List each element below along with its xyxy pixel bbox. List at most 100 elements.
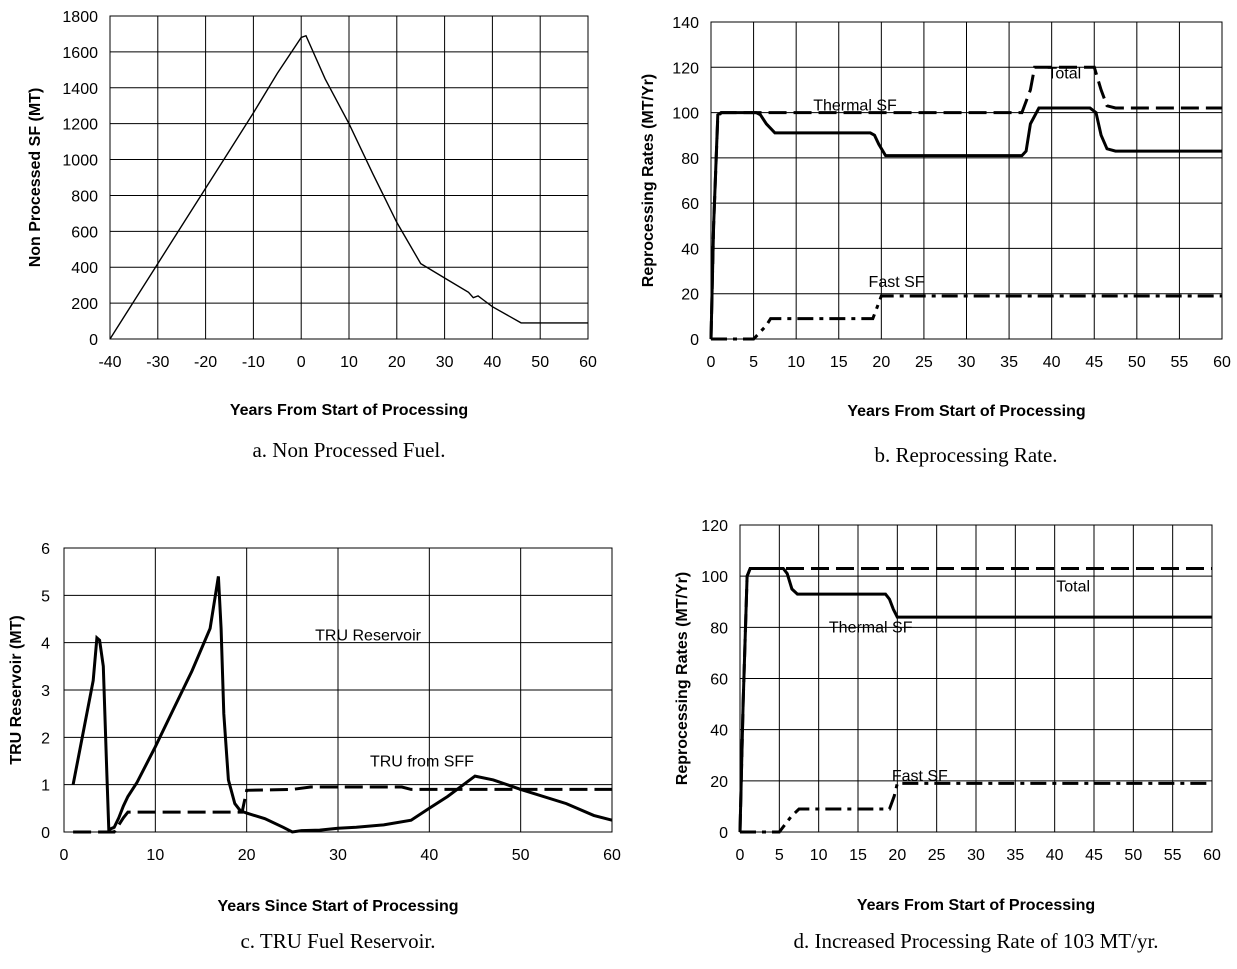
series-annotation: TRU from SFF (370, 754, 474, 771)
panel-caption: b. Reprocessing Rate. (874, 443, 1057, 467)
y-tick-label: 400 (71, 260, 98, 277)
x-tick-label: 30 (967, 847, 985, 864)
x-tick-label: 60 (603, 847, 621, 864)
series-annotation: Thermal SF (813, 97, 897, 114)
chart-panel-2: 0 5 10 15 20 25 30 35 40 45 50 55 600204060801001201… (640, 15, 1231, 467)
panel-caption: d. Increased Processing Rate of 103 MT/y… (793, 929, 1158, 953)
y-tick-label: 0 (41, 825, 50, 842)
x-tick-label: 30 (329, 847, 347, 864)
x-tick-label: 10 (340, 354, 358, 371)
x-tick-label: 10 (810, 847, 828, 864)
y-tick-label: 0 (719, 825, 728, 842)
y-tick-label: 1200 (62, 117, 98, 134)
y-tick-label: 2 (41, 730, 50, 747)
y-tick-label: 800 (71, 188, 98, 205)
x-axis-label: Years From Start of Processing (230, 402, 468, 419)
x-tick-label: -20 (194, 354, 217, 371)
x-tick-label: 60 (579, 354, 597, 371)
y-tick-label: 1400 (62, 81, 98, 98)
x-tick-label: 50 (1124, 847, 1142, 864)
series-annotation: Fast SF (869, 274, 925, 291)
x-tick-label: 10 (787, 354, 805, 371)
y-tick-label: 80 (710, 620, 728, 637)
y-tick-label: 0 (89, 332, 98, 349)
x-axis-label: Years From Start of Processing (847, 403, 1085, 420)
series-annotation: Thermal SF (829, 619, 913, 636)
x-tick-label: 0 (707, 354, 716, 371)
x-axis-label: Years Since Start of Processing (218, 898, 459, 915)
y-tick-label: 600 (71, 224, 98, 241)
y-tick-label: 200 (71, 296, 98, 313)
y-tick-label: 60 (681, 196, 699, 213)
y-tick-label: 40 (710, 723, 728, 740)
series-annotation: Total (1056, 579, 1090, 596)
x-tick-label: -40 (98, 354, 121, 371)
y-tick-label: 1 (41, 778, 50, 795)
x-tick-label: 50 (1128, 354, 1146, 371)
x-tick-label: 60 (1203, 847, 1221, 864)
y-axis-label: TRU Reservoir (MT) (8, 615, 25, 764)
x-tick-label: 0 (297, 354, 306, 371)
x-tick-label: 10 (146, 847, 164, 864)
x-tick-label: 45 (1085, 354, 1103, 371)
y-tick-label: 1000 (62, 153, 98, 170)
y-tick-label: 20 (681, 287, 699, 304)
y-tick-label: 3 (41, 683, 50, 700)
y-tick-label: 0 (690, 332, 699, 349)
y-tick-label: 60 (710, 672, 728, 689)
x-tick-label: 40 (484, 354, 502, 371)
y-axis-label: Reprocessing Rates (MT/Yr) (640, 74, 657, 287)
panel-caption: a. Non Processed Fuel. (252, 438, 445, 462)
y-tick-label: 20 (710, 774, 728, 791)
chart-panel-3: 0 10 20 30 40 50 60 0 1 2 3 4 5 6 Years Since Start of… (8, 541, 621, 953)
y-tick-label: 4 (41, 636, 50, 653)
y-tick-label: 100 (701, 569, 728, 586)
x-tick-label: 35 (1000, 354, 1018, 371)
y-axis-label: Reprocessing Rates (MT/Yr) (674, 572, 691, 785)
x-tick-label: 35 (1006, 847, 1024, 864)
chart-panel-1: -40 -30 -20 -10 0 10 20 30 40 50 60020040060080010… (27, 9, 597, 462)
x-tick-label: 40 (1046, 847, 1064, 864)
y-tick-label: 140 (672, 15, 699, 32)
x-axis-label: Years From Start of Processing (857, 897, 1095, 914)
chart-panel-4: 0 5 10 15 20 25 30 35 40 45 50 55 60 0 20 40 60 80 100 120 Y… (674, 518, 1221, 953)
series-annotation: Fast SF (892, 768, 948, 785)
x-tick-label: 0 (736, 847, 745, 864)
x-tick-label: -30 (146, 354, 169, 371)
y-tick-label: 120 (672, 60, 699, 77)
x-tick-label: 55 (1171, 354, 1189, 371)
series-annotation: Total (1047, 66, 1081, 83)
series-annotation: TRU Reservoir (315, 627, 421, 644)
x-tick-label: 0 (60, 847, 69, 864)
y-tick-label: 120 (701, 518, 728, 535)
x-tick-label: 15 (849, 847, 867, 864)
x-tick-label: 5 (775, 847, 784, 864)
y-tick-label: 1600 (62, 45, 98, 62)
x-tick-label: -10 (242, 354, 265, 371)
x-tick-label: 30 (958, 354, 976, 371)
x-tick-label: 45 (1085, 847, 1103, 864)
y-tick-label: 100 (672, 106, 699, 123)
y-tick-label: 5 (41, 588, 50, 605)
y-tick-label: 6 (41, 541, 50, 558)
series-line-tru-reservoir (73, 576, 612, 832)
x-tick-label: 20 (238, 847, 256, 864)
x-tick-label: 50 (512, 847, 530, 864)
x-tick-label: 55 (1164, 847, 1182, 864)
x-tick-label: 50 (531, 354, 549, 371)
x-tick-label: 20 (888, 847, 906, 864)
y-tick-label: 80 (681, 151, 699, 168)
y-tick-label: 40 (681, 241, 699, 258)
x-tick-label: 25 (928, 847, 946, 864)
x-tick-label: 15 (830, 354, 848, 371)
x-tick-label: 40 (1043, 354, 1061, 371)
y-axis-label: Non Processed SF (MT) (27, 88, 44, 268)
y-tick-label: 1800 (62, 9, 98, 26)
x-tick-label: 20 (388, 354, 406, 371)
x-tick-label: 20 (872, 354, 890, 371)
x-tick-label: 25 (915, 354, 933, 371)
x-tick-label: 40 (420, 847, 438, 864)
x-tick-label: 60 (1213, 354, 1231, 371)
x-tick-label: 30 (436, 354, 454, 371)
